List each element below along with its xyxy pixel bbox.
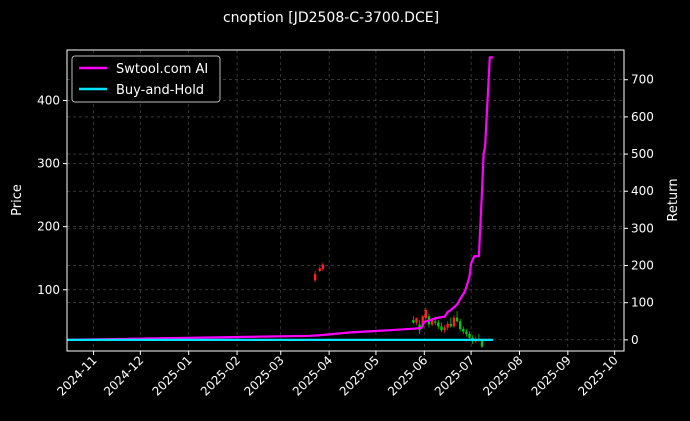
legend-label-hold: Buy-and-Hold [116,83,204,98]
y-axis-left: 100 200 300 400 [37,93,67,297]
plot-frame [66,49,625,352]
candle-body [443,327,446,331]
candle-body [440,326,443,331]
candle-body [421,316,424,327]
y-axis-left-label: Price [10,184,25,216]
y-right-tick-label: 400 [631,184,654,198]
y-right-tick-label: 700 [631,73,654,87]
series-lines [66,56,493,341]
candle-body [465,331,468,334]
y-right-tick-label: 200 [631,259,654,273]
candle-body [437,322,440,327]
legend-box [71,55,221,103]
legend: Swtool.com AI Buy-and-Hold [71,55,221,103]
candle-body [455,317,459,322]
y-left-tick-label: 400 [37,93,60,107]
y-right-tick-label: 500 [631,147,654,161]
candle-body [424,309,428,319]
candle-body [458,321,462,329]
y-left-tick-label: 300 [37,157,60,171]
y-axis-right-label: Return [666,178,681,221]
series-line-ai [66,56,493,341]
candle-body [321,264,325,269]
candle-body [468,333,471,338]
candle-body [318,268,321,271]
candle-body [434,321,437,323]
candle-body [430,320,434,325]
y-axis-right: 0 100 200 300 400 500 600 700 [624,73,654,347]
chart-title: cnoption [JD2508-C-3700.DCE] [223,10,439,26]
y-right-tick-label: 600 [631,110,654,124]
candle-body [449,323,453,327]
candle-body [452,317,456,327]
y-right-tick-label: 0 [631,333,639,347]
legend-label-ai: Swtool.com AI [116,62,208,77]
candle-body [462,328,465,332]
y-right-tick-label: 300 [631,221,654,235]
candle-body [412,320,415,323]
candle-body [313,274,317,281]
y-left-tick-label: 200 [37,220,60,234]
candle-body [480,340,484,347]
y-right-tick-label: 100 [631,296,654,310]
y-left-tick-label: 100 [37,283,60,297]
candle-body [446,323,449,328]
candle-body [415,318,418,323]
grid [67,50,624,351]
